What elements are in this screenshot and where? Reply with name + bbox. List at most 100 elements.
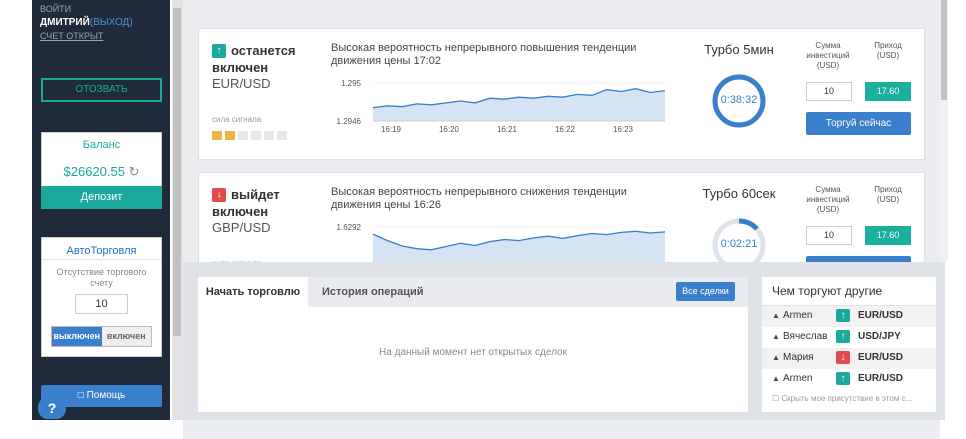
strength-block xyxy=(251,131,261,140)
payout-label: Приход (USD) xyxy=(874,41,902,60)
others-title: Чем торгуют другие xyxy=(772,284,883,298)
toggle[interactable]: выключен включен xyxy=(51,326,152,347)
up-icon: ↑ xyxy=(212,44,226,58)
tab-active[interactable]: Начать торговлю xyxy=(198,277,308,307)
trade-pair: EUR/USD xyxy=(858,310,904,321)
payout-value: 17.60 xyxy=(865,82,911,101)
autotrade-title: АвтоТорговля xyxy=(66,245,137,257)
signal-state: включен xyxy=(212,204,269,219)
sidebar: ВОЙТИ ДМИТРИЙ(ВЫХОД) СЧЕТ ОТКРЫТ ОТОЗВАТ… xyxy=(32,0,170,420)
pair: EUR/USD xyxy=(212,76,271,91)
x-tick-label: 16:21 xyxy=(497,125,518,134)
balance-box: Баланс $26620.55 ↻ Депозит xyxy=(41,132,162,209)
price-chart: 1.295 1.2946 16:19 16:20 16:21 16:22 16:23 xyxy=(337,79,666,134)
hide-text: Скрыть мое присутствие в этом с... xyxy=(781,394,913,403)
chat-icon[interactable]: ? xyxy=(38,397,66,419)
user-icon: ▲ xyxy=(772,374,780,383)
invest-input[interactable]: 10 xyxy=(806,226,852,245)
user-icon: ▲ xyxy=(772,311,780,320)
description: Высокая вероятность непрерывного повышен… xyxy=(331,42,637,67)
signal-action: выйдет xyxy=(231,187,280,202)
line xyxy=(372,88,666,109)
strength-block xyxy=(277,131,287,140)
up-icon: ↑ xyxy=(836,372,850,385)
timer-title: Турбо 5мин xyxy=(704,42,774,57)
user-line: ДМИТРИЙ(ВЫХОД) xyxy=(40,17,133,28)
signal-card: ↑ останется включен EUR/USD Высокая вероятно… xyxy=(198,28,925,160)
login[interactable]: ВОЙТИ xyxy=(40,4,72,14)
x-tick-label: 16:20 xyxy=(439,125,460,134)
trade-pair: EUR/USD xyxy=(858,352,904,363)
timer-time: 0:38:32 xyxy=(720,94,758,106)
invest-input[interactable]: 10 xyxy=(806,82,852,101)
strength-label: сила сигнала xyxy=(212,115,262,124)
trade-pair: EUR/USD xyxy=(858,373,904,384)
trader-name: Вячеслав xyxy=(783,331,828,342)
toggle-on[interactable]: включен xyxy=(101,327,151,346)
x-tick-label: 16:19 xyxy=(381,125,402,134)
trade-button[interactable]: Торгуй сейчас xyxy=(806,112,911,135)
trader-name: Armen xyxy=(783,310,813,321)
timer-title: Турбо 60сек xyxy=(702,186,776,201)
strength-block xyxy=(225,131,235,140)
line xyxy=(372,230,666,251)
user: ДМИТРИЙ xyxy=(40,17,90,28)
up-icon: ↑ xyxy=(836,330,850,343)
others-row: ▲ Вячеслав ↑ USD/JPY xyxy=(762,327,936,348)
help-button[interactable]: □ Помощь xyxy=(41,385,162,407)
scrollbar[interactable] xyxy=(940,0,948,262)
description: Высокая вероятность непрерывного снижени… xyxy=(331,186,627,211)
deposit-button[interactable]: Депозит xyxy=(41,186,162,209)
timer-time: 0:02:21 xyxy=(720,238,758,250)
ring-progress xyxy=(712,218,766,272)
area xyxy=(373,88,665,121)
autotrade-box: АвтоТорговля Отсутствие торгового счету … xyxy=(41,237,162,357)
pair: GBP/USD xyxy=(212,220,271,235)
strength-block xyxy=(264,131,274,140)
area xyxy=(373,231,665,265)
y-tick-label: 1.6292 xyxy=(337,223,362,232)
others-row: ▲ Armen ↑ EUR/USD xyxy=(762,369,936,390)
logout[interactable]: (ВЫХОД) xyxy=(89,17,133,28)
trade-pair: USD/JPY xyxy=(858,331,901,342)
timer-ring xyxy=(712,74,766,128)
others-row: ▲ Мария ↓ EUR/USD xyxy=(762,348,936,369)
x-tick-label: 16:22 xyxy=(555,125,576,134)
strength-block xyxy=(212,131,222,140)
payout-value: 17.60 xyxy=(865,226,911,245)
trades-panel: Начать торговлю История операций Все сде… xyxy=(198,277,748,412)
trader-name: Armen xyxy=(783,373,813,384)
y-tick-label: 1.295 xyxy=(341,79,362,88)
signal-action: останется xyxy=(231,43,296,58)
ring-progress xyxy=(712,74,766,128)
tab[interactable]: История операций xyxy=(322,286,424,298)
scrollbar[interactable] xyxy=(172,0,183,420)
up-icon: ↑ xyxy=(836,309,850,322)
autotrade-input[interactable]: 10 xyxy=(75,294,128,314)
bottom-area: Начать торговлю История операций Все сде… xyxy=(183,262,945,420)
help-text: Помощь xyxy=(86,390,126,401)
x-tick-label: 16:23 xyxy=(613,125,634,134)
down-icon: ↓ xyxy=(836,351,850,364)
signal-state: включен xyxy=(212,60,269,75)
withdraw-button[interactable]: ОТОЗВАТЬ xyxy=(41,78,162,102)
account-status[interactable]: СЧЕТ ОТКРЫТ xyxy=(40,31,104,41)
toggle-off[interactable]: выключен xyxy=(52,327,102,346)
hide-checkbox[interactable]: ☐ Скрыть мое присутствие в этом с... xyxy=(772,394,913,403)
autotrade-note: Отсутствие торгового счету xyxy=(56,267,147,288)
user-icon: ▲ xyxy=(772,353,780,362)
down-icon: ↓ xyxy=(212,188,226,202)
amount: $26620.55 xyxy=(63,164,125,179)
invest-label: Сумма инвестиций (USD) xyxy=(806,185,850,214)
others-panel: Чем торгуют другие ☐ Скрыть мое присутст… xyxy=(762,277,936,412)
payout-label: Приход (USD) xyxy=(874,185,902,204)
user-icon: ▲ xyxy=(772,332,780,341)
strength-block xyxy=(238,131,248,140)
balance-amount: $26620.55 ↻ xyxy=(63,164,140,179)
all-trades-button[interactable]: Все сделки xyxy=(676,282,735,301)
others-row: ▲ Armen ↑ EUR/USD xyxy=(762,306,936,327)
balance-title: Баланс xyxy=(82,139,121,151)
y-tick-label: 1.2946 xyxy=(337,117,362,126)
trader-name: Мария xyxy=(783,352,814,363)
